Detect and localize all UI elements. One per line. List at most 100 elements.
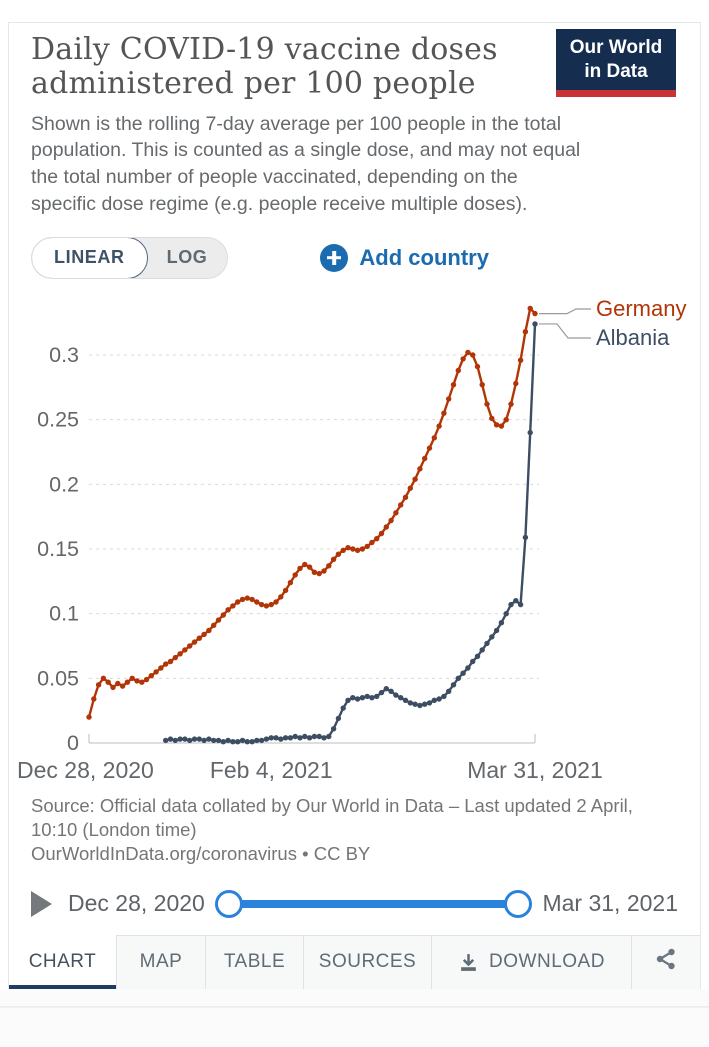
data-point[interactable] xyxy=(522,534,529,540)
data-point[interactable] xyxy=(364,543,370,549)
data-point[interactable] xyxy=(407,485,413,491)
data-point[interactable] xyxy=(220,611,226,618)
linear-scale-button[interactable]: LINEAR xyxy=(32,237,148,278)
data-point[interactable] xyxy=(470,351,476,358)
data-point[interactable] xyxy=(417,465,423,472)
tab-chart[interactable]: CHART xyxy=(9,934,117,989)
data-point[interactable] xyxy=(306,563,313,570)
data-point[interactable] xyxy=(211,622,217,628)
data-point[interactable] xyxy=(388,517,394,523)
data-point[interactable] xyxy=(455,675,461,681)
data-point[interactable] xyxy=(345,544,351,550)
data-point[interactable] xyxy=(446,395,452,402)
data-point[interactable] xyxy=(359,545,366,552)
data-point[interactable] xyxy=(460,670,466,676)
data-point[interactable] xyxy=(139,679,145,685)
data-point[interactable] xyxy=(489,633,495,640)
data-point[interactable] xyxy=(412,701,418,707)
data-point[interactable] xyxy=(513,597,519,603)
data-point[interactable] xyxy=(311,733,318,739)
data-point[interactable] xyxy=(422,701,428,707)
data-point[interactable] xyxy=(206,627,212,633)
data-point[interactable] xyxy=(450,381,457,387)
data-point[interactable] xyxy=(364,693,370,699)
data-point[interactable] xyxy=(316,570,322,576)
data-point[interactable] xyxy=(369,539,375,545)
legend-label-germany[interactable]: Germany xyxy=(596,296,686,321)
tab-download[interactable]: DOWNLOAD xyxy=(432,934,632,989)
data-point[interactable] xyxy=(431,697,437,703)
data-point[interactable] xyxy=(422,455,428,461)
data-point[interactable] xyxy=(503,416,509,422)
data-point[interactable] xyxy=(508,601,514,607)
data-point[interactable] xyxy=(321,567,327,574)
data-point[interactable] xyxy=(465,664,471,671)
data-point[interactable] xyxy=(479,381,485,387)
data-point[interactable] xyxy=(235,738,241,744)
data-point[interactable] xyxy=(340,547,346,553)
data-point[interactable] xyxy=(330,725,337,732)
data-point[interactable] xyxy=(350,694,356,700)
data-point[interactable] xyxy=(455,367,461,373)
data-point[interactable] xyxy=(239,596,246,602)
data-point[interactable] xyxy=(402,494,409,500)
data-point[interactable] xyxy=(148,672,154,678)
data-point[interactable] xyxy=(354,695,361,702)
data-point[interactable] xyxy=(474,363,481,369)
data-point[interactable] xyxy=(86,713,92,720)
data-point[interactable] xyxy=(374,693,380,699)
data-point[interactable] xyxy=(522,328,529,334)
data-point[interactable] xyxy=(201,631,207,637)
data-point[interactable] xyxy=(282,587,289,593)
data-point[interactable] xyxy=(244,594,250,601)
data-point[interactable] xyxy=(95,681,102,688)
data-point[interactable] xyxy=(191,638,198,645)
data-point[interactable] xyxy=(225,737,231,743)
data-point[interactable] xyxy=(278,735,284,742)
data-point[interactable] xyxy=(407,699,413,706)
data-point[interactable] xyxy=(326,562,332,569)
data-point[interactable] xyxy=(187,642,193,649)
data-point[interactable] xyxy=(244,738,250,744)
data-point[interactable] xyxy=(263,602,270,609)
data-point[interactable] xyxy=(287,734,294,741)
data-point[interactable] xyxy=(206,735,212,742)
data-point[interactable] xyxy=(268,601,274,607)
data-point[interactable] xyxy=(441,693,447,699)
data-point[interactable] xyxy=(493,627,500,633)
data-point[interactable] xyxy=(249,596,255,602)
data-point[interactable] xyxy=(287,579,294,585)
data-point[interactable] xyxy=(258,737,265,743)
data-point[interactable] xyxy=(215,616,222,623)
series-line-albania[interactable] xyxy=(165,323,537,743)
data-point[interactable] xyxy=(527,429,533,435)
data-point[interactable] xyxy=(359,694,366,700)
data-point[interactable] xyxy=(398,694,404,700)
data-point[interactable] xyxy=(489,415,495,421)
tab-map[interactable]: MAP xyxy=(117,934,206,989)
data-point[interactable] xyxy=(426,444,433,451)
data-point[interactable] xyxy=(498,619,505,625)
data-point[interactable] xyxy=(273,598,279,605)
data-point[interactable] xyxy=(465,349,471,355)
data-point[interactable] xyxy=(182,735,188,742)
data-point[interactable] xyxy=(350,545,356,552)
data-point[interactable] xyxy=(158,664,164,671)
data-point[interactable] xyxy=(172,737,178,743)
data-point[interactable] xyxy=(258,601,265,607)
tab-sources[interactable]: SOURCES xyxy=(304,934,432,989)
data-point[interactable] xyxy=(517,601,524,607)
data-point[interactable] xyxy=(119,682,126,689)
data-point[interactable] xyxy=(177,650,183,657)
data-point[interactable] xyxy=(470,658,476,664)
data-point[interactable] xyxy=(388,688,394,694)
data-point[interactable] xyxy=(220,738,226,744)
data-point[interactable] xyxy=(426,699,433,706)
data-point[interactable] xyxy=(105,679,111,685)
data-point[interactable] xyxy=(297,734,303,741)
data-point[interactable] xyxy=(196,735,202,742)
data-point[interactable] xyxy=(393,509,399,516)
data-point[interactable] xyxy=(354,547,361,553)
data-point[interactable] xyxy=(278,593,284,600)
share-button[interactable] xyxy=(632,934,700,989)
